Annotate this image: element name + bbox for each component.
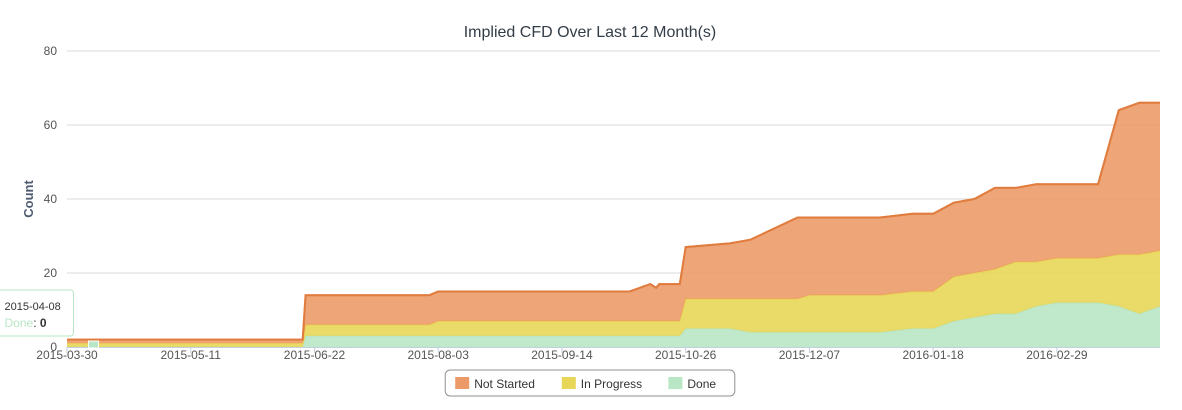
legend: Not Started In Progress Done bbox=[444, 369, 736, 397]
legend-box bbox=[444, 369, 736, 397]
tooltip-date: 2015-04-08 bbox=[5, 301, 61, 313]
legend-swatch bbox=[455, 377, 470, 389]
tooltip-separator: : bbox=[33, 316, 40, 330]
x-tick-label: 2015-03-30 bbox=[36, 348, 98, 362]
y-tick-label: 20 bbox=[44, 266, 58, 280]
y-tick-label: 40 bbox=[44, 192, 58, 206]
y-tick-label: 0 bbox=[50, 340, 57, 354]
y-tick-label: 80 bbox=[44, 44, 58, 58]
legend-item-in-progress[interactable]: In Progress bbox=[561, 377, 642, 391]
x-tick-label: 2015-10-26 bbox=[655, 348, 717, 362]
tooltip-value: 0 bbox=[40, 316, 47, 330]
x-tick-label: 2015-12-07 bbox=[779, 348, 841, 362]
area-not-started bbox=[67, 102, 1160, 344]
legend-swatch bbox=[561, 377, 576, 389]
legend-item-not-started[interactable]: Not Started bbox=[455, 377, 535, 391]
x-tick-label: 2016-01-18 bbox=[902, 348, 964, 362]
legend-swatch bbox=[668, 377, 683, 389]
y-axis-label: Count bbox=[21, 180, 36, 218]
hover-marker bbox=[88, 340, 100, 349]
line-not-started-edge bbox=[67, 101, 1160, 341]
x-tick-label: 2015-06-22 bbox=[284, 348, 346, 362]
legend-label: Not Started bbox=[474, 377, 535, 391]
tooltip: 2015-04-08 Done: 0 bbox=[0, 289, 100, 349]
tooltip-line: Done: 0 bbox=[5, 316, 47, 330]
x-tick-label: 2015-09-14 bbox=[531, 348, 593, 362]
area-series-layer bbox=[67, 101, 1161, 348]
x-tick-label: 2015-05-11 bbox=[160, 348, 221, 362]
tooltip-series-name: Done bbox=[5, 316, 34, 330]
y-tick-label: 60 bbox=[44, 118, 58, 132]
x-tick-label: 2016-02-29 bbox=[1026, 348, 1088, 362]
chart-title: Implied CFD Over Last 12 Month(s) bbox=[464, 24, 717, 41]
x-tick-label: 2015-08-03 bbox=[408, 348, 470, 362]
legend-label: In Progress bbox=[581, 377, 642, 391]
area-in-progress bbox=[67, 250, 1160, 347]
axis-layer: 0 20 40 60 80 2015-03-30 2015-05-11 2015-06-22 2… bbox=[36, 44, 1160, 362]
legend-item-done[interactable]: Done bbox=[668, 377, 716, 391]
legend-label: Done bbox=[687, 377, 716, 391]
tooltip-box bbox=[0, 289, 75, 337]
